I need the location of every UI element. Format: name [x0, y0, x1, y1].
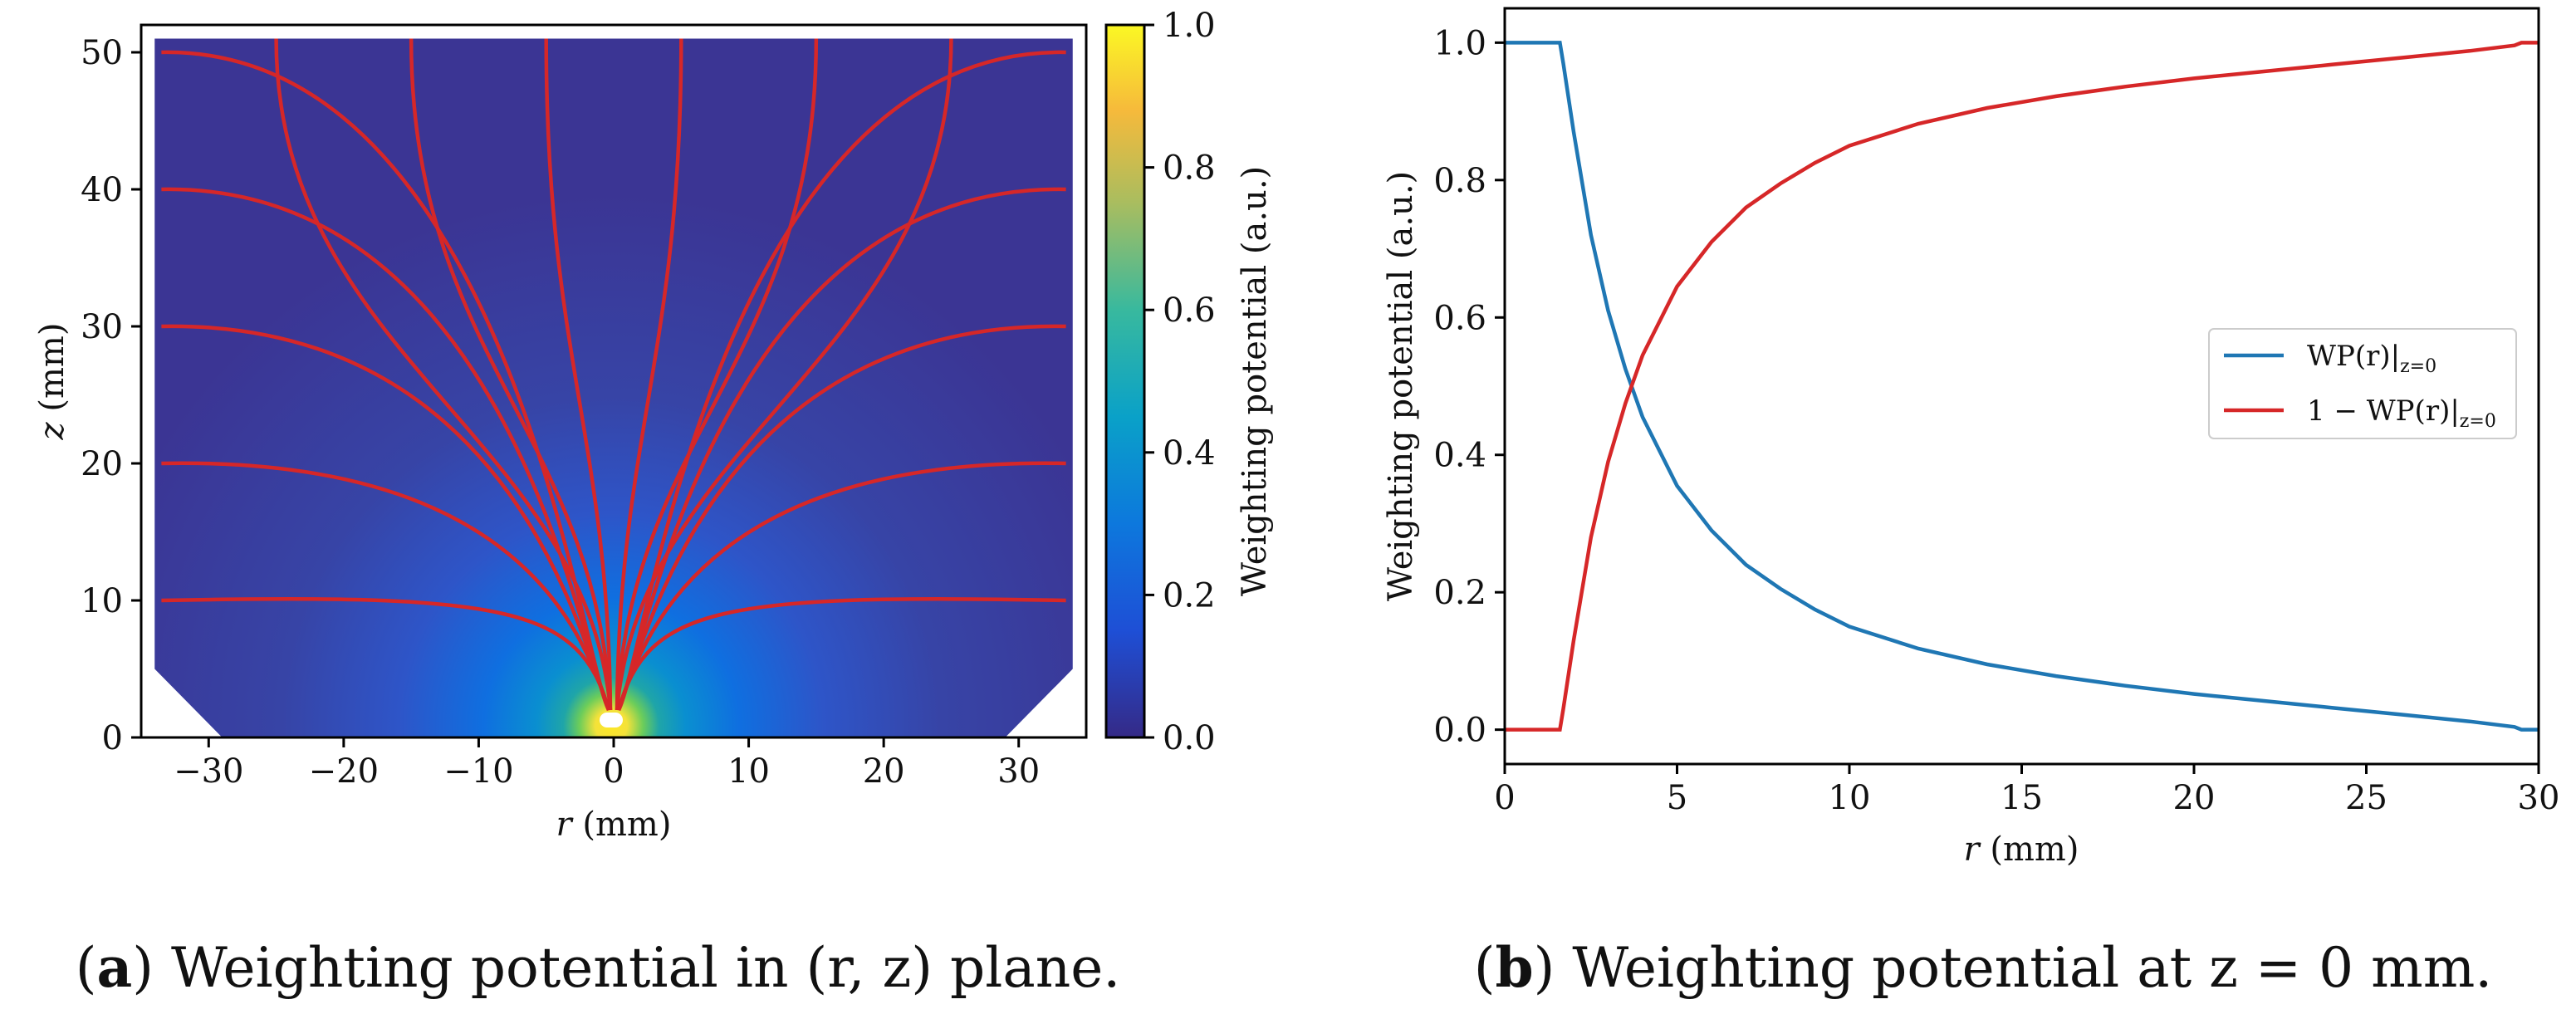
- x-tick-label: 30: [997, 752, 1040, 791]
- x-tick-label: 15: [2001, 779, 2043, 817]
- colorbar-frame: [1104, 23, 1146, 739]
- x-tick-label: 25: [2345, 779, 2387, 817]
- colorbar-ticks: 0.0 0.2 0.4 0.6 0.8 1.0: [1144, 7, 1216, 757]
- y-tick-label: 0.0: [1433, 712, 1486, 750]
- y-tick-label: 50: [81, 34, 123, 72]
- legend: WP(r)|z=0 1 − WP(r)|z=0: [2208, 328, 2517, 439]
- y-tick-label: 10: [81, 582, 123, 620]
- panel-a-xlabel: r (mm): [556, 806, 672, 844]
- series-one-minus-wp-line: [1505, 41, 2539, 732]
- y-tick-label: 0.4: [1433, 437, 1486, 475]
- panel-a-ticks: −30 −20 −10 0 10 20 30 0 10 20 30 40 50: [81, 34, 1040, 791]
- caption-b: (b) Weighting potential at z = 0 mm.: [1474, 935, 2493, 1000]
- field-line-horizontal: [617, 50, 1066, 712]
- caption-a: (a) Weighting potential in (r, z) plane.: [76, 935, 1121, 1000]
- x-tick-label: −10: [443, 752, 513, 791]
- x-tick-label: −30: [174, 752, 243, 791]
- legend-label-one-minus-wp: 1 − WP(r)|z=0: [2307, 394, 2496, 432]
- y-tick-label: 1.0: [1433, 24, 1486, 62]
- field-lines: [161, 38, 1066, 712]
- x-tick-label: 10: [727, 752, 770, 791]
- colorbar-tick-label: 0.6: [1163, 291, 1216, 330]
- field-line-vertical: [544, 38, 613, 711]
- y-tick-label: 30: [81, 308, 123, 346]
- panel-b-ylabel: Weighting potential (a.u.): [1382, 171, 1420, 601]
- x-tick-label: 5: [1667, 779, 1687, 817]
- field-line-vertical: [409, 38, 613, 711]
- y-tick-label: 20: [81, 445, 123, 483]
- x-tick-label: 0: [603, 752, 624, 791]
- y-tick-label: 0: [102, 719, 123, 757]
- field-line-vertical: [615, 38, 953, 711]
- colorbar-tick-label: 0.4: [1163, 434, 1216, 473]
- x-tick-label: 0: [1494, 779, 1515, 817]
- x-tick-label: −20: [309, 752, 379, 791]
- y-tick-label: 40: [81, 171, 123, 209]
- series-wp-line: [1505, 41, 2539, 732]
- colorbar-tick-label: 0.0: [1163, 719, 1216, 757]
- field-line-vertical: [615, 38, 819, 711]
- y-tick-label: 0.8: [1433, 162, 1486, 200]
- x-tick-label: 20: [2173, 779, 2216, 817]
- panel-a-ylabel: z (mm): [33, 323, 71, 441]
- colorbar-label: Weighting potential (a.u.): [1236, 166, 1274, 596]
- x-tick-label: 30: [2518, 779, 2560, 817]
- panel-b-ticks: 0 5 10 15 20 25 30 0.0 0.2 0.4 0.6 0.8 1.0: [1433, 24, 2559, 817]
- colorbar: [1106, 25, 1144, 737]
- detector-region: [154, 38, 1073, 737]
- field-line-vertical: [615, 38, 683, 711]
- electrode-contact: [600, 713, 623, 727]
- panel-a: −30 −20 −10 0 10 20 30 0 10 20 30 40 50 r (mm) z (mm…: [33, 7, 1274, 1000]
- legend-box: [2208, 328, 2517, 439]
- y-tick-label: 0.2: [1433, 574, 1486, 612]
- colorbar-tick-label: 0.8: [1163, 149, 1216, 188]
- panel-b: 0 5 10 15 20 25 30 0.0 0.2 0.4 0.6 0.8 1.0 r (mm) We…: [1382, 7, 2559, 1000]
- x-tick-label: 20: [863, 752, 905, 791]
- field-line-horizontal: [161, 50, 610, 712]
- colorbar-tick-label: 1.0: [1163, 7, 1216, 45]
- panel-b-xlabel: r (mm): [1964, 830, 2079, 869]
- field-line-vertical: [274, 38, 613, 711]
- colorbar-tick-label: 0.2: [1163, 576, 1216, 615]
- legend-label-wp: WP(r)|z=0: [2307, 340, 2436, 377]
- x-tick-label: 10: [1829, 779, 1871, 817]
- y-tick-label: 0.6: [1433, 299, 1486, 337]
